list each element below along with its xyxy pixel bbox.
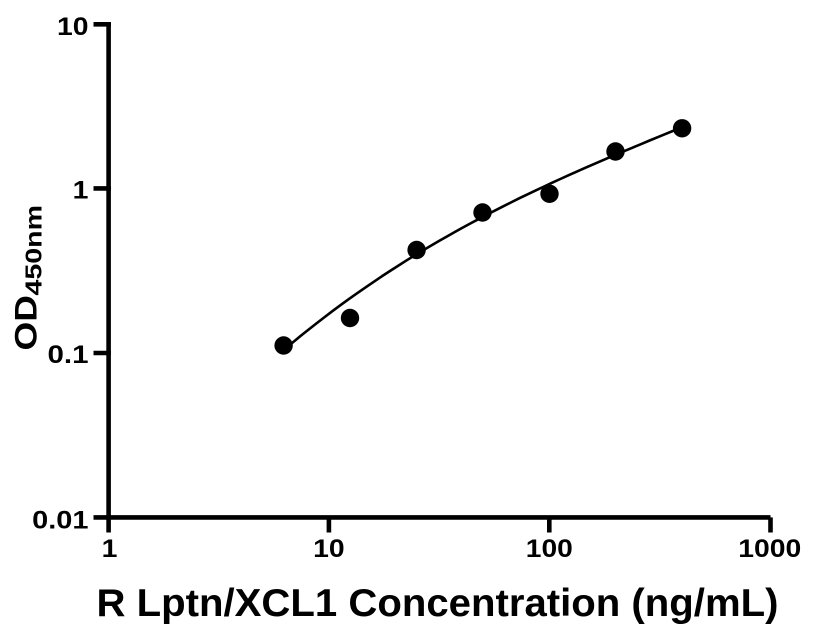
svg-text:OD: OD <box>8 295 44 351</box>
svg-text:R Lptn/XCL1 Concentration (ng/: R Lptn/XCL1 Concentration (ng/mL) <box>97 582 779 625</box>
svg-text:0.1: 0.1 <box>48 341 89 369</box>
svg-text:10: 10 <box>57 13 89 41</box>
svg-text:0.01: 0.01 <box>32 506 88 534</box>
svg-text:1000: 1000 <box>738 535 801 563</box>
svg-text:1: 1 <box>73 176 89 204</box>
svg-text:1: 1 <box>102 535 118 563</box>
svg-text:100: 100 <box>526 535 573 563</box>
svg-text:450nm: 450nm <box>21 205 47 296</box>
svg-text:10: 10 <box>313 535 345 563</box>
